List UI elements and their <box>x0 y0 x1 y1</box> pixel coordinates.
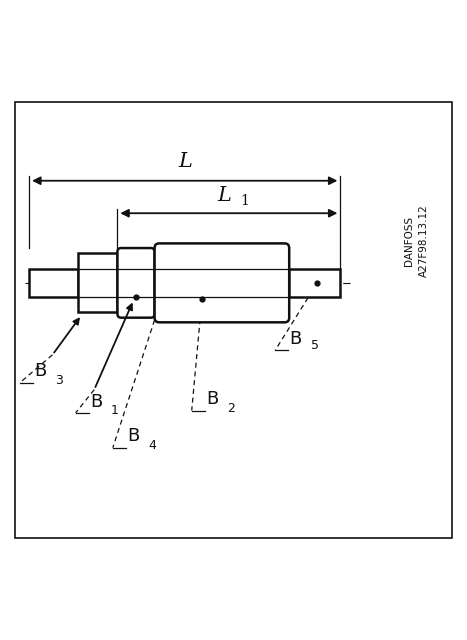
Text: B: B <box>206 390 219 408</box>
Text: B: B <box>290 330 302 348</box>
Text: 4: 4 <box>148 439 156 452</box>
FancyBboxPatch shape <box>155 243 289 323</box>
Text: B: B <box>127 428 140 445</box>
Text: DANFOSS
A27F98.13.12: DANFOSS A27F98.13.12 <box>404 205 429 278</box>
Text: 1: 1 <box>111 404 119 417</box>
Text: L: L <box>178 152 191 170</box>
Bar <box>78 253 117 312</box>
Text: L: L <box>217 186 231 205</box>
Bar <box>29 269 78 297</box>
Text: 5: 5 <box>311 339 318 353</box>
Bar <box>289 269 340 297</box>
Text: 2: 2 <box>227 402 235 415</box>
Text: 3: 3 <box>55 374 63 387</box>
Text: B: B <box>35 362 47 380</box>
FancyBboxPatch shape <box>117 248 155 317</box>
Text: 1: 1 <box>241 194 249 207</box>
Text: B: B <box>90 392 102 410</box>
